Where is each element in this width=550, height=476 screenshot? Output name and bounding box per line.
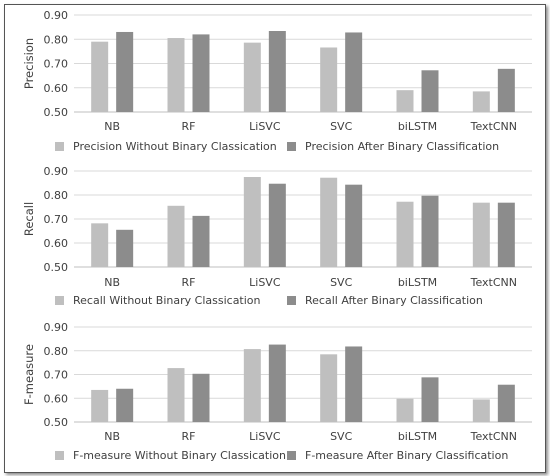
y-tick-label: 0.50 — [44, 416, 69, 429]
bar-without — [472, 91, 490, 112]
bar-after — [421, 70, 439, 112]
bar-after — [497, 384, 515, 422]
bar-without — [243, 177, 261, 267]
bar-without — [472, 399, 490, 422]
bar-after — [116, 388, 134, 422]
y-tick-label: 0.90 — [44, 9, 69, 22]
bar-after — [345, 184, 363, 267]
category-label: NB — [104, 276, 120, 289]
y-tick-label: 0.60 — [44, 392, 69, 405]
bar-without — [396, 201, 414, 267]
category-label: LiSVC — [249, 276, 281, 289]
y-tick-label: 0.50 — [44, 261, 69, 274]
y-tick-label: 0.80 — [44, 33, 69, 46]
y-tick-label: 0.90 — [44, 165, 69, 178]
category-label: TextCNN — [470, 430, 517, 443]
bar-after — [192, 215, 210, 267]
legend-swatch — [55, 451, 64, 460]
bar-after — [345, 32, 363, 112]
bar-without — [396, 90, 414, 112]
legend-label: Precision After Binary Classification — [305, 140, 499, 153]
category-label: SVC — [330, 430, 353, 443]
bar-without — [320, 47, 338, 113]
bar-after — [268, 344, 286, 422]
y-tick-label: 0.80 — [44, 189, 69, 202]
bar-without — [243, 42, 261, 112]
category-label: biLSTM — [398, 276, 437, 289]
bar-after — [421, 195, 439, 267]
y-tick-label: 0.60 — [44, 237, 69, 250]
bar-after — [421, 377, 439, 422]
y-tick-label: 0.50 — [44, 106, 69, 119]
bar-without — [396, 398, 414, 422]
category-label: LiSVC — [249, 120, 281, 133]
bar-without — [320, 177, 338, 267]
bar-after — [116, 229, 134, 267]
category-label: SVC — [330, 120, 353, 133]
category-label: RF — [182, 120, 196, 133]
legend-label: Precision Without Binary Classication — [73, 140, 277, 153]
category-label: TextCNN — [470, 120, 517, 133]
bar-without — [320, 354, 338, 422]
bar-after — [268, 183, 286, 267]
legend-swatch — [287, 142, 296, 151]
legend-swatch — [55, 142, 64, 151]
bar-without — [472, 202, 490, 267]
category-label: NB — [104, 120, 120, 133]
y-tick-label: 0.90 — [44, 321, 69, 334]
category-label: LiSVC — [249, 430, 281, 443]
y-tick-label: 0.60 — [44, 82, 69, 95]
legend-swatch — [287, 296, 296, 305]
bar-without — [91, 41, 109, 112]
legend-swatch — [287, 451, 296, 460]
bar-after — [192, 34, 210, 112]
category-label: RF — [182, 276, 196, 289]
bar-without — [167, 38, 185, 112]
y-tick-label: 0.70 — [44, 58, 69, 71]
y-axis-label: Recall — [22, 202, 36, 236]
category-label: biLSTM — [398, 120, 437, 133]
y-tick-label: 0.80 — [44, 345, 69, 358]
category-label: SVC — [330, 276, 353, 289]
bar-without — [167, 205, 185, 267]
legend-label: F-measure Without Binary Classication — [73, 449, 286, 462]
category-label: RF — [182, 430, 196, 443]
legend-swatch — [55, 296, 64, 305]
legend-label: F-measure After Binary Classification — [305, 449, 508, 462]
bar-without — [167, 368, 185, 422]
bar-after — [268, 31, 286, 113]
bar-without — [91, 389, 109, 422]
y-axis-label: Precision — [22, 38, 36, 89]
category-label: NB — [104, 430, 120, 443]
bar-after — [497, 68, 515, 112]
bar-after — [345, 346, 363, 422]
legend-label: Recall After Binary Classification — [305, 294, 483, 307]
y-tick-label: 0.70 — [44, 213, 69, 226]
bar-after — [192, 373, 210, 422]
y-axis-label: F-measure — [22, 344, 36, 405]
bar-without — [91, 223, 109, 267]
category-label: biLSTM — [398, 430, 437, 443]
category-label: TextCNN — [470, 276, 517, 289]
legend-label: Recall Without Binary Classication — [73, 294, 261, 307]
bar-without — [243, 349, 261, 422]
bar-after — [497, 202, 515, 267]
bar-after — [116, 31, 134, 113]
y-tick-label: 0.70 — [44, 369, 69, 382]
